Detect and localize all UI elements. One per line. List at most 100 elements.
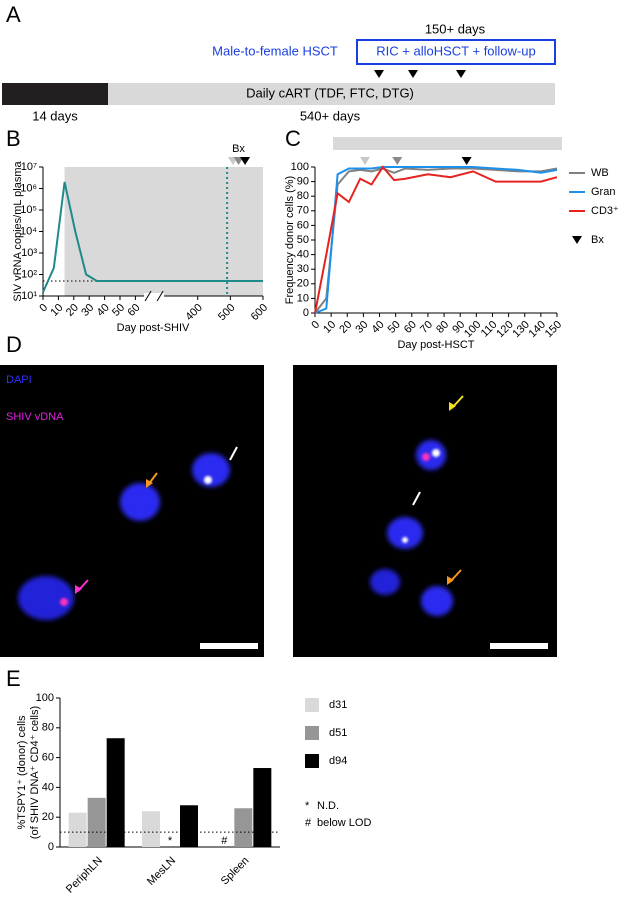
y-tick-label: 20 <box>42 811 54 823</box>
y-axis-label: Frequency donor cells (%) <box>284 176 296 304</box>
legend-label: CD3⁺ <box>591 205 619 217</box>
data-line <box>314 166 558 314</box>
y-tick-label: 10⁴ <box>20 225 37 237</box>
stain-label: SHIV vDNA <box>6 411 64 423</box>
scale-bar <box>490 643 548 649</box>
x-tick-label: 40 <box>370 319 387 336</box>
triangle <box>408 70 418 78</box>
x-tick-label: 70 <box>418 319 435 336</box>
cart-bar <box>333 137 562 150</box>
stain-label: DAPI <box>6 374 32 386</box>
triangle <box>456 70 466 78</box>
panel-a: A 150+ days Male-to-female HSCT RIC + al… <box>2 2 556 123</box>
note-symbol: # <box>221 835 228 847</box>
micrograph <box>293 365 557 657</box>
bar <box>234 808 253 847</box>
axis-break-mark <box>156 290 164 302</box>
legend-label: d94 <box>329 755 347 767</box>
y-tick-label: 10⁷ <box>21 161 37 173</box>
cart-label: Daily cART (TDF, FTC, DTG) <box>246 85 414 100</box>
panel-letter: D <box>6 332 22 357</box>
legend-label: Gran <box>591 186 615 198</box>
triangle <box>374 70 384 78</box>
x-tick-label: 60 <box>125 302 142 319</box>
x-tick-label: 150 <box>543 319 564 340</box>
y-tick-label: 10¹ <box>21 290 37 302</box>
duration-label: 150+ days <box>425 21 486 36</box>
x-tick-label: Spleen <box>219 855 252 888</box>
x-tick-label: PeriphLN <box>64 855 105 896</box>
y-axis-label: %TSPY1⁺ (donor) cells <box>16 715 28 830</box>
x-tick-label: 0 <box>309 319 322 332</box>
legend-label: d31 <box>329 699 347 711</box>
hsct-label: Male-to-female HSCT <box>212 43 338 58</box>
panel-d: D DAPI SHIV vDNA <box>0 332 557 657</box>
x-axis-label: Day post-SHIV <box>117 322 190 334</box>
legend-swatch <box>305 754 319 768</box>
bx-marker <box>360 157 371 165</box>
y-tick-label: 10 <box>297 292 309 304</box>
y-tick-label: 0 <box>303 307 309 319</box>
bar <box>106 738 125 847</box>
x-tick-label: 10 <box>321 319 338 336</box>
legend-label: WB <box>591 167 609 179</box>
panel-letter: A <box>6 2 21 27</box>
axis-break-mark <box>144 290 152 302</box>
x-tick-label: 80 <box>434 319 451 336</box>
bx-marker <box>233 157 244 165</box>
duration-label: 540+ days <box>300 108 361 123</box>
pre-bar <box>2 83 108 105</box>
bar <box>142 811 160 847</box>
legend-swatch <box>305 726 319 740</box>
x-tick-label: 30 <box>353 319 370 336</box>
arrows <box>75 395 464 594</box>
x-tick-label: 0 <box>37 302 50 315</box>
x-tick-label: 50 <box>386 319 403 336</box>
x-tick-label: MesLN <box>145 855 178 888</box>
legend-label: Bx <box>591 234 604 246</box>
duration-label: 14 days <box>32 108 78 123</box>
bar <box>253 768 272 847</box>
data-line <box>42 181 263 293</box>
y-tick-label: 100 <box>36 692 54 704</box>
y-tick-label: 60 <box>297 219 309 231</box>
note-text: below LOD <box>317 817 371 829</box>
hsct-box-label: RIC + alloHSCT + follow-up <box>376 43 535 58</box>
cart-bar <box>108 83 555 105</box>
data-line <box>314 165 558 314</box>
x-tick-label: 20 <box>337 319 354 336</box>
note-key: # <box>305 817 312 829</box>
panel-letter: E <box>6 666 21 691</box>
bar <box>68 812 87 847</box>
y-tick-label: 80 <box>297 190 309 202</box>
y-tick-label: 60 <box>42 752 54 764</box>
y-tick-label: 30 <box>297 263 309 275</box>
panel-letter: C <box>285 126 301 151</box>
y-tick-label: 20 <box>297 278 309 290</box>
y-tick-label: 0 <box>48 841 54 853</box>
y-tick-label: 80 <box>42 722 54 734</box>
x-tick-label: 400 <box>183 302 204 323</box>
note-text: N.D. <box>317 800 339 812</box>
y-axis-label: (of SHIV DNA⁺ CD4⁺ cells) <box>29 706 41 839</box>
x-tick-label: 600 <box>249 302 270 323</box>
bx-marker <box>240 157 251 165</box>
y-tick-label: 10⁵ <box>20 204 37 216</box>
y-axis-label: SIV vRNA copies/mL plasma <box>12 161 24 302</box>
y-tick-label: 40 <box>297 249 309 261</box>
axis-break <box>144 293 165 299</box>
y-tick-label: 10² <box>21 268 37 280</box>
note-symbol: * <box>168 835 173 847</box>
x-axis-label: Day post-HSCT <box>397 339 474 351</box>
y-tick-label: 10⁶ <box>20 182 37 194</box>
cells <box>18 440 453 620</box>
note-key: * <box>305 800 310 812</box>
y-tick-label: 100 <box>291 161 309 173</box>
legend-label: d51 <box>329 727 347 739</box>
y-tick-label: 50 <box>297 234 309 246</box>
y-tick-label: 90 <box>297 176 309 188</box>
hsct-box <box>356 39 556 65</box>
panel-letter: B <box>6 126 21 151</box>
cart-shading <box>64 167 263 296</box>
